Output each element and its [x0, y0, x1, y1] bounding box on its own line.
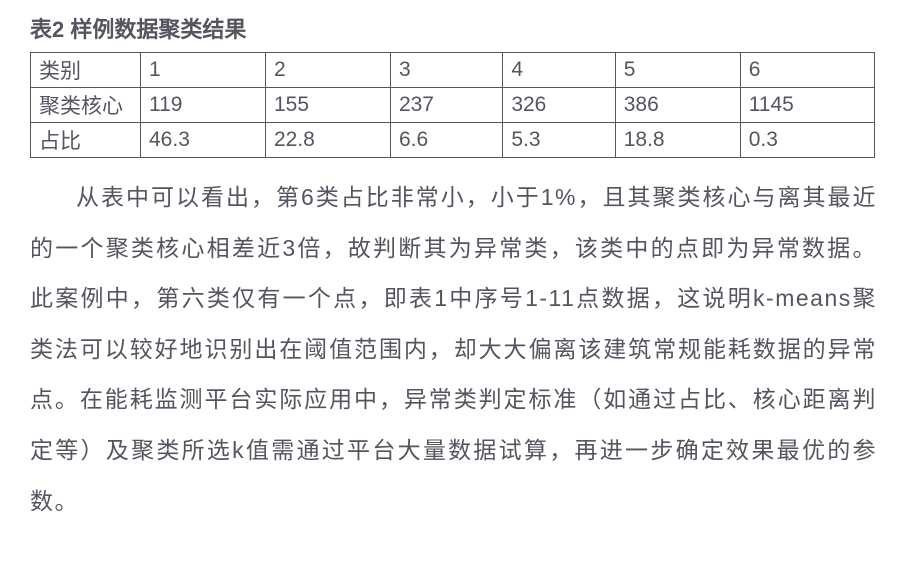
- table-cell: 聚类核心: [31, 88, 141, 123]
- body-paragraph: 从表中可以看出，第6类占比非常小，小于1%，且其聚类核心与离其最近的一个聚类核心…: [30, 172, 877, 526]
- table-cell: 类别: [31, 53, 141, 88]
- table-cell: 5: [615, 53, 740, 88]
- table-cell: 5.3: [503, 123, 615, 158]
- table-title: 表2 样例数据聚类结果: [30, 12, 877, 44]
- table-cell: 155: [265, 88, 390, 123]
- table-cell: 2: [265, 53, 390, 88]
- table-cell: 18.8: [615, 123, 740, 158]
- table-cell: 3: [390, 53, 502, 88]
- table-cell: 46.3: [141, 123, 266, 158]
- table-cell: 237: [390, 88, 502, 123]
- table-row: 占比 46.3 22.8 6.6 5.3 18.8 0.3: [31, 123, 875, 158]
- table-cell: 386: [615, 88, 740, 123]
- table-cell: 0.3: [740, 123, 874, 158]
- table-row: 类别 1 2 3 4 5 6: [31, 53, 875, 88]
- table-row: 聚类核心 119 155 237 326 386 1145: [31, 88, 875, 123]
- table-cell: 占比: [31, 123, 141, 158]
- clustering-result-table: 类别 1 2 3 4 5 6 聚类核心 119 155 237 326 386 …: [30, 52, 875, 158]
- table-cell: 4: [503, 53, 615, 88]
- table-cell: 6: [740, 53, 874, 88]
- table-cell: 1: [141, 53, 266, 88]
- table-cell: 6.6: [390, 123, 502, 158]
- table-cell: 326: [503, 88, 615, 123]
- table-cell: 22.8: [265, 123, 390, 158]
- table-cell: 1145: [740, 88, 874, 123]
- table-cell: 119: [141, 88, 266, 123]
